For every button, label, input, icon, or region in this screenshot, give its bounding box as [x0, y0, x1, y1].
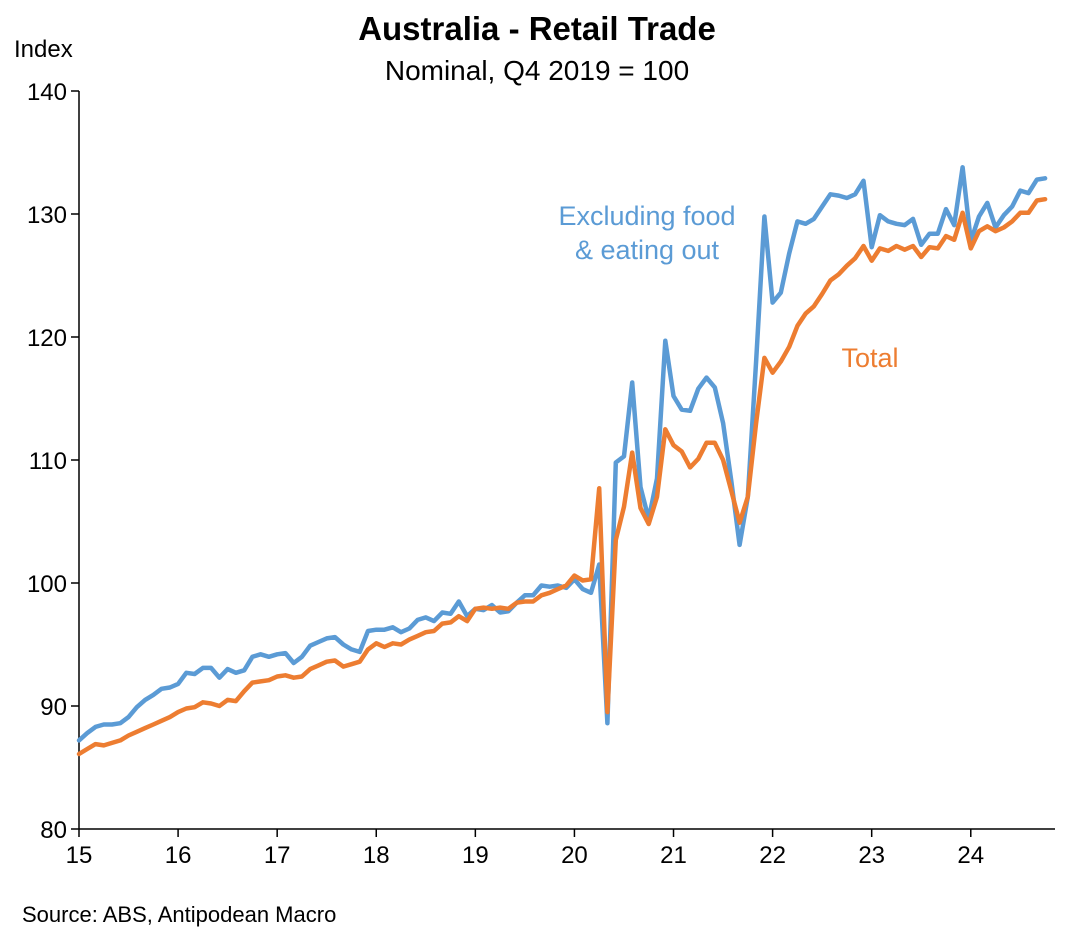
x-tick-label: 20	[561, 842, 588, 869]
y-tick-label: 140	[27, 79, 67, 106]
axes: 80 90 100 110 120 130 140 15 16 17 18 19 20 21 22 23 24	[27, 79, 1055, 869]
source-note: Source: ABS, Antipodean Macro	[22, 902, 336, 927]
annotation-total: Total	[841, 343, 898, 373]
y-tick-label: 80	[40, 817, 67, 844]
y-tick-label: 110	[29, 448, 67, 475]
x-tick-label: 22	[759, 842, 786, 869]
y-axis-label: Index	[14, 36, 73, 63]
chart-title: Australia - Retail Trade	[358, 10, 716, 47]
x-tick-label: 19	[462, 842, 489, 869]
y-tick-label: 130	[27, 202, 67, 229]
x-tick-label: 23	[858, 842, 885, 869]
x-tick-label: 16	[165, 842, 192, 869]
x-tick-label: 17	[264, 842, 291, 869]
x-tick-label: 15	[66, 842, 93, 869]
annotation-excl: & eating out	[575, 235, 720, 265]
y-tick-label: 100	[27, 571, 67, 598]
x-tick-label: 21	[660, 842, 687, 869]
annotation-excl: Excluding food	[558, 201, 735, 231]
chart-subtitle: Nominal, Q4 2019 = 100	[385, 55, 689, 86]
x-tick-label: 18	[363, 842, 390, 869]
series-line-excl	[76, 165, 1048, 743]
series-lines	[76, 165, 1048, 757]
y-tick-label: 120	[27, 325, 67, 352]
series-annotations: Excluding food & eating out Total	[558, 201, 898, 373]
x-tick-label: 24	[957, 842, 984, 869]
y-tick-label: 90	[40, 694, 67, 721]
series-line-total	[76, 196, 1048, 757]
